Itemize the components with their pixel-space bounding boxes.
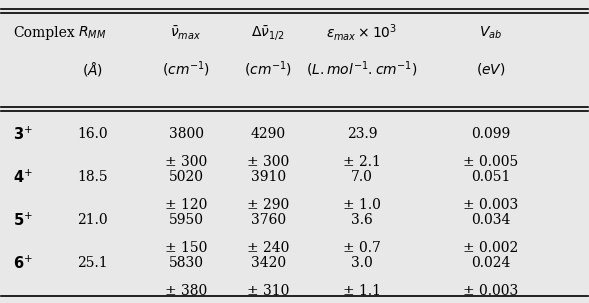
- Text: 21.0: 21.0: [77, 213, 108, 227]
- Text: $V_{ab}$: $V_{ab}$: [479, 25, 502, 41]
- Text: ± 300: ± 300: [247, 155, 289, 169]
- Text: ± 310: ± 310: [247, 284, 289, 298]
- Text: $R_{MM}$: $R_{MM}$: [78, 25, 107, 41]
- Text: ± 290: ± 290: [247, 198, 289, 211]
- Text: $\mathbf{5}^{+}$: $\mathbf{5}^{+}$: [13, 211, 33, 228]
- Text: $\mathbf{4}^{+}$: $\mathbf{4}^{+}$: [13, 168, 33, 186]
- Text: ± 380: ± 380: [165, 284, 207, 298]
- Text: 16.0: 16.0: [77, 127, 108, 141]
- Text: 3800: 3800: [168, 127, 204, 141]
- Text: $(cm^{-1})$: $(cm^{-1})$: [162, 59, 210, 79]
- Text: 5950: 5950: [168, 213, 204, 227]
- Text: ± 1.0: ± 1.0: [343, 198, 381, 211]
- Text: 0.034: 0.034: [471, 213, 511, 227]
- Text: 0.024: 0.024: [471, 256, 511, 270]
- Text: $\varepsilon_{max}\times10^{3}$: $\varepsilon_{max}\times10^{3}$: [326, 22, 398, 43]
- Text: ± 1.1: ± 1.1: [343, 284, 381, 298]
- Text: ± 0.003: ± 0.003: [464, 284, 518, 298]
- Text: 3420: 3420: [250, 256, 286, 270]
- Text: ± 150: ± 150: [165, 241, 207, 255]
- Text: ± 2.1: ± 2.1: [343, 155, 381, 169]
- Text: ± 240: ± 240: [247, 241, 289, 255]
- Text: 3760: 3760: [250, 213, 286, 227]
- Text: $\bar{\nu}_{max}$: $\bar{\nu}_{max}$: [170, 24, 201, 42]
- Text: $(\AA)$: $(\AA)$: [82, 60, 103, 78]
- Text: 0.099: 0.099: [471, 127, 511, 141]
- Text: 7.0: 7.0: [351, 170, 373, 184]
- Text: 18.5: 18.5: [77, 170, 108, 184]
- Text: 3910: 3910: [250, 170, 286, 184]
- Text: 0.051: 0.051: [471, 170, 511, 184]
- Text: 4290: 4290: [250, 127, 286, 141]
- Text: $(L.mol^{-1}.cm^{-1})$: $(L.mol^{-1}.cm^{-1})$: [306, 59, 418, 79]
- Text: 25.1: 25.1: [77, 256, 108, 270]
- Text: $\mathbf{6}^{+}$: $\mathbf{6}^{+}$: [13, 255, 33, 272]
- Text: ± 0.7: ± 0.7: [343, 241, 381, 255]
- Text: $(eV)$: $(eV)$: [476, 61, 506, 77]
- Text: ± 300: ± 300: [165, 155, 207, 169]
- Text: $\Delta\bar{\nu}_{1/2}$: $\Delta\bar{\nu}_{1/2}$: [252, 24, 285, 42]
- Text: 5830: 5830: [168, 256, 204, 270]
- Text: ± 0.003: ± 0.003: [464, 198, 518, 211]
- Text: 3.0: 3.0: [351, 256, 373, 270]
- Text: Complex: Complex: [13, 26, 75, 40]
- Text: ± 0.005: ± 0.005: [464, 155, 518, 169]
- Text: ± 120: ± 120: [165, 198, 207, 211]
- Text: 23.9: 23.9: [347, 127, 377, 141]
- Text: 5020: 5020: [168, 170, 204, 184]
- Text: ± 0.002: ± 0.002: [464, 241, 518, 255]
- Text: $(cm^{-1})$: $(cm^{-1})$: [244, 59, 292, 79]
- Text: $\mathbf{3}^{+}$: $\mathbf{3}^{+}$: [13, 125, 33, 143]
- Text: 3.6: 3.6: [351, 213, 373, 227]
